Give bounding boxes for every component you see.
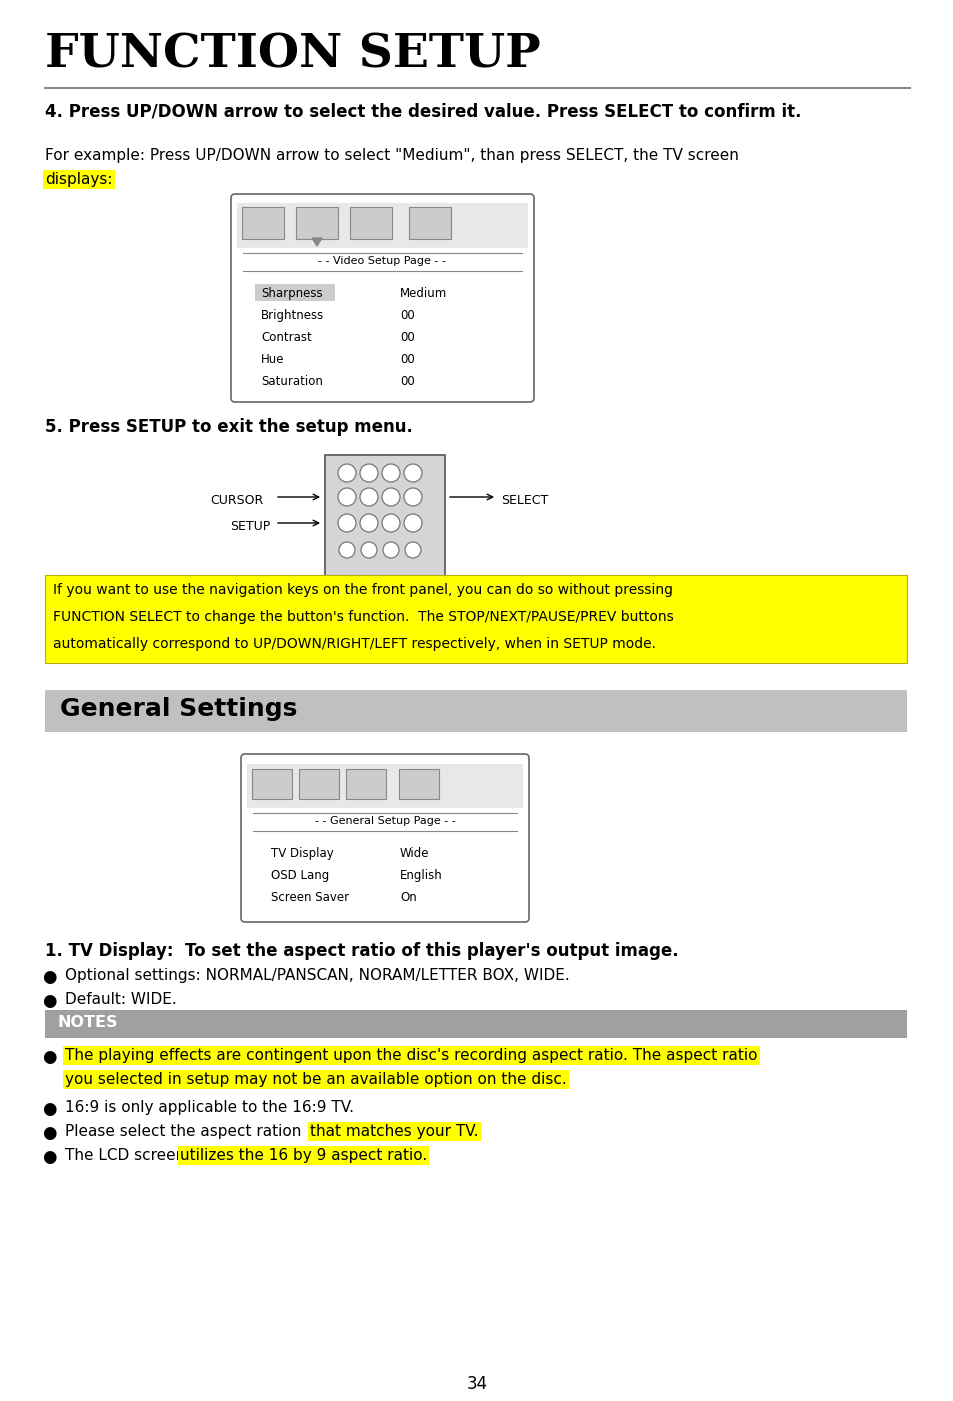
Text: - - General Setup Page - -: - - General Setup Page - - <box>314 815 455 827</box>
Text: OSD Lang: OSD Lang <box>271 869 329 883</box>
Text: On: On <box>399 891 416 904</box>
Text: that matches your TV.: that matches your TV. <box>310 1124 478 1139</box>
Bar <box>45 1010 906 1038</box>
Text: 16:9 is only applicable to the 16:9 TV.: 16:9 is only applicable to the 16:9 TV. <box>65 1100 354 1115</box>
FancyBboxPatch shape <box>295 207 337 240</box>
Text: Sharpness: Sharpness <box>261 287 322 300</box>
Circle shape <box>337 464 355 482</box>
Text: ●: ● <box>42 1124 56 1142</box>
FancyBboxPatch shape <box>298 769 338 799</box>
Bar <box>247 764 522 808</box>
FancyBboxPatch shape <box>346 769 386 799</box>
Text: For example: Press UP/DOWN arrow to select "Medium", than press SELECT, the TV s: For example: Press UP/DOWN arrow to sele… <box>45 149 739 163</box>
Text: displays:: displays: <box>45 172 112 186</box>
Circle shape <box>405 542 420 558</box>
Text: The LCD screen: The LCD screen <box>65 1147 190 1163</box>
Text: Please select the aspect ration: Please select the aspect ration <box>65 1124 306 1139</box>
Text: Brightness: Brightness <box>261 310 324 322</box>
Circle shape <box>337 488 355 506</box>
Text: If you want to use the navigation keys on the front panel, you can do so without: If you want to use the navigation keys o… <box>53 583 672 597</box>
Text: Medium: Medium <box>399 287 447 300</box>
Text: Saturation: Saturation <box>261 375 322 388</box>
Text: English: English <box>399 869 442 883</box>
Circle shape <box>359 488 377 506</box>
Text: NOTES: NOTES <box>58 1014 118 1030</box>
Text: SELECT: SELECT <box>500 495 548 507</box>
FancyBboxPatch shape <box>350 207 392 240</box>
Polygon shape <box>312 238 322 247</box>
Text: Optional settings: NORMAL/PANSCAN, NORAM/LETTER BOX, WIDE.: Optional settings: NORMAL/PANSCAN, NORAM… <box>65 968 569 984</box>
Text: 00: 00 <box>399 310 415 322</box>
Text: Contrast: Contrast <box>261 331 312 345</box>
Bar <box>254 284 335 301</box>
FancyBboxPatch shape <box>398 769 438 799</box>
Circle shape <box>403 464 421 482</box>
Text: 1. TV Display:  To set the aspect ratio of this player's output image.: 1. TV Display: To set the aspect ratio o… <box>45 941 678 960</box>
Circle shape <box>359 464 377 482</box>
Circle shape <box>381 488 399 506</box>
Circle shape <box>381 514 399 532</box>
FancyBboxPatch shape <box>242 207 284 240</box>
Bar <box>45 574 906 663</box>
Text: The playing effects are contingent upon the disc's recording aspect ratio. The a: The playing effects are contingent upon … <box>65 1048 757 1063</box>
Text: Wide: Wide <box>399 848 429 860</box>
Circle shape <box>382 542 398 558</box>
Text: 4. Press UP/DOWN arrow to select the desired value. Press SELECT to confirm it.: 4. Press UP/DOWN arrow to select the des… <box>45 102 801 120</box>
Text: - - Video Setup Page - -: - - Video Setup Page - - <box>317 256 445 266</box>
Text: CURSOR: CURSOR <box>210 495 263 507</box>
Text: 00: 00 <box>399 375 415 388</box>
Text: General Settings: General Settings <box>60 698 297 722</box>
FancyBboxPatch shape <box>409 207 451 240</box>
Text: you selected in setup may not be an available option on the disc.: you selected in setup may not be an avai… <box>65 1072 566 1087</box>
Circle shape <box>360 542 376 558</box>
Circle shape <box>359 514 377 532</box>
Text: Hue: Hue <box>261 353 284 366</box>
Text: ●: ● <box>42 1147 56 1166</box>
Circle shape <box>338 542 355 558</box>
Text: FUNCTION SETUP: FUNCTION SETUP <box>45 32 540 78</box>
Text: ●: ● <box>42 1100 56 1118</box>
Text: ●: ● <box>42 992 56 1010</box>
Text: FUNCTION SELECT to change the button's function.  The STOP/NEXT/PAUSE/PREV butto: FUNCTION SELECT to change the button's f… <box>53 609 673 623</box>
Text: TV Display: TV Display <box>271 848 334 860</box>
Text: ●: ● <box>42 968 56 986</box>
Text: ●: ● <box>42 1048 56 1066</box>
FancyBboxPatch shape <box>241 754 529 922</box>
Circle shape <box>337 514 355 532</box>
Text: Screen Saver: Screen Saver <box>271 891 349 904</box>
Text: 5. Press SETUP to exit the setup menu.: 5. Press SETUP to exit the setup menu. <box>45 417 413 436</box>
Circle shape <box>403 488 421 506</box>
Text: 00: 00 <box>399 353 415 366</box>
Bar <box>45 691 906 731</box>
Circle shape <box>381 464 399 482</box>
Text: SETUP: SETUP <box>230 520 270 532</box>
Text: Default: WIDE.: Default: WIDE. <box>65 992 176 1007</box>
Text: 34: 34 <box>466 1374 487 1393</box>
Text: utilizes the 16 by 9 aspect ratio.: utilizes the 16 by 9 aspect ratio. <box>180 1147 427 1163</box>
Text: automatically correspond to UP/DOWN/RIGHT/LEFT respectively, when in SETUP mode.: automatically correspond to UP/DOWN/RIGH… <box>53 637 656 651</box>
FancyBboxPatch shape <box>252 769 292 799</box>
Bar <box>236 203 527 248</box>
Circle shape <box>403 514 421 532</box>
FancyBboxPatch shape <box>231 193 534 402</box>
Text: 00: 00 <box>399 331 415 345</box>
Bar <box>325 455 444 595</box>
